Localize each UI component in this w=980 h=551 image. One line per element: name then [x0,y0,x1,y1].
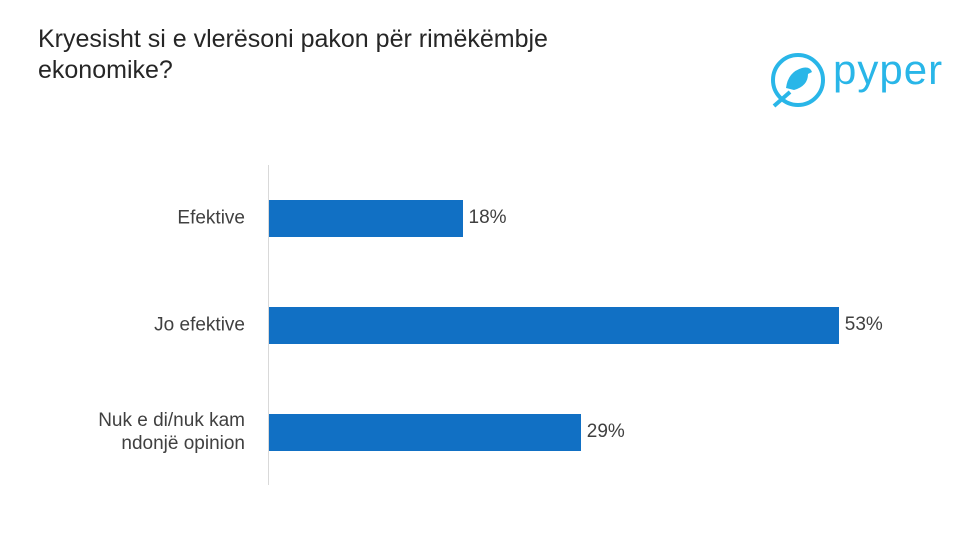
value-label: 53% [844,314,883,335]
category-label: Efektive [177,207,245,229]
chart-title: Kryesisht si e vlerësoni pakon për rimëk… [38,25,548,84]
value-label: 18% [468,207,507,228]
value-label: 29% [586,421,625,442]
category-label: Nuk e di/nuk kam ndonjë opinion [98,410,245,454]
bar [269,199,463,237]
category-axis [268,165,269,485]
logo-text: pyper [833,46,944,93]
category-label: Jo efektive [154,314,245,336]
bar [269,306,839,344]
logo-icon [771,53,825,108]
bar [269,413,581,451]
